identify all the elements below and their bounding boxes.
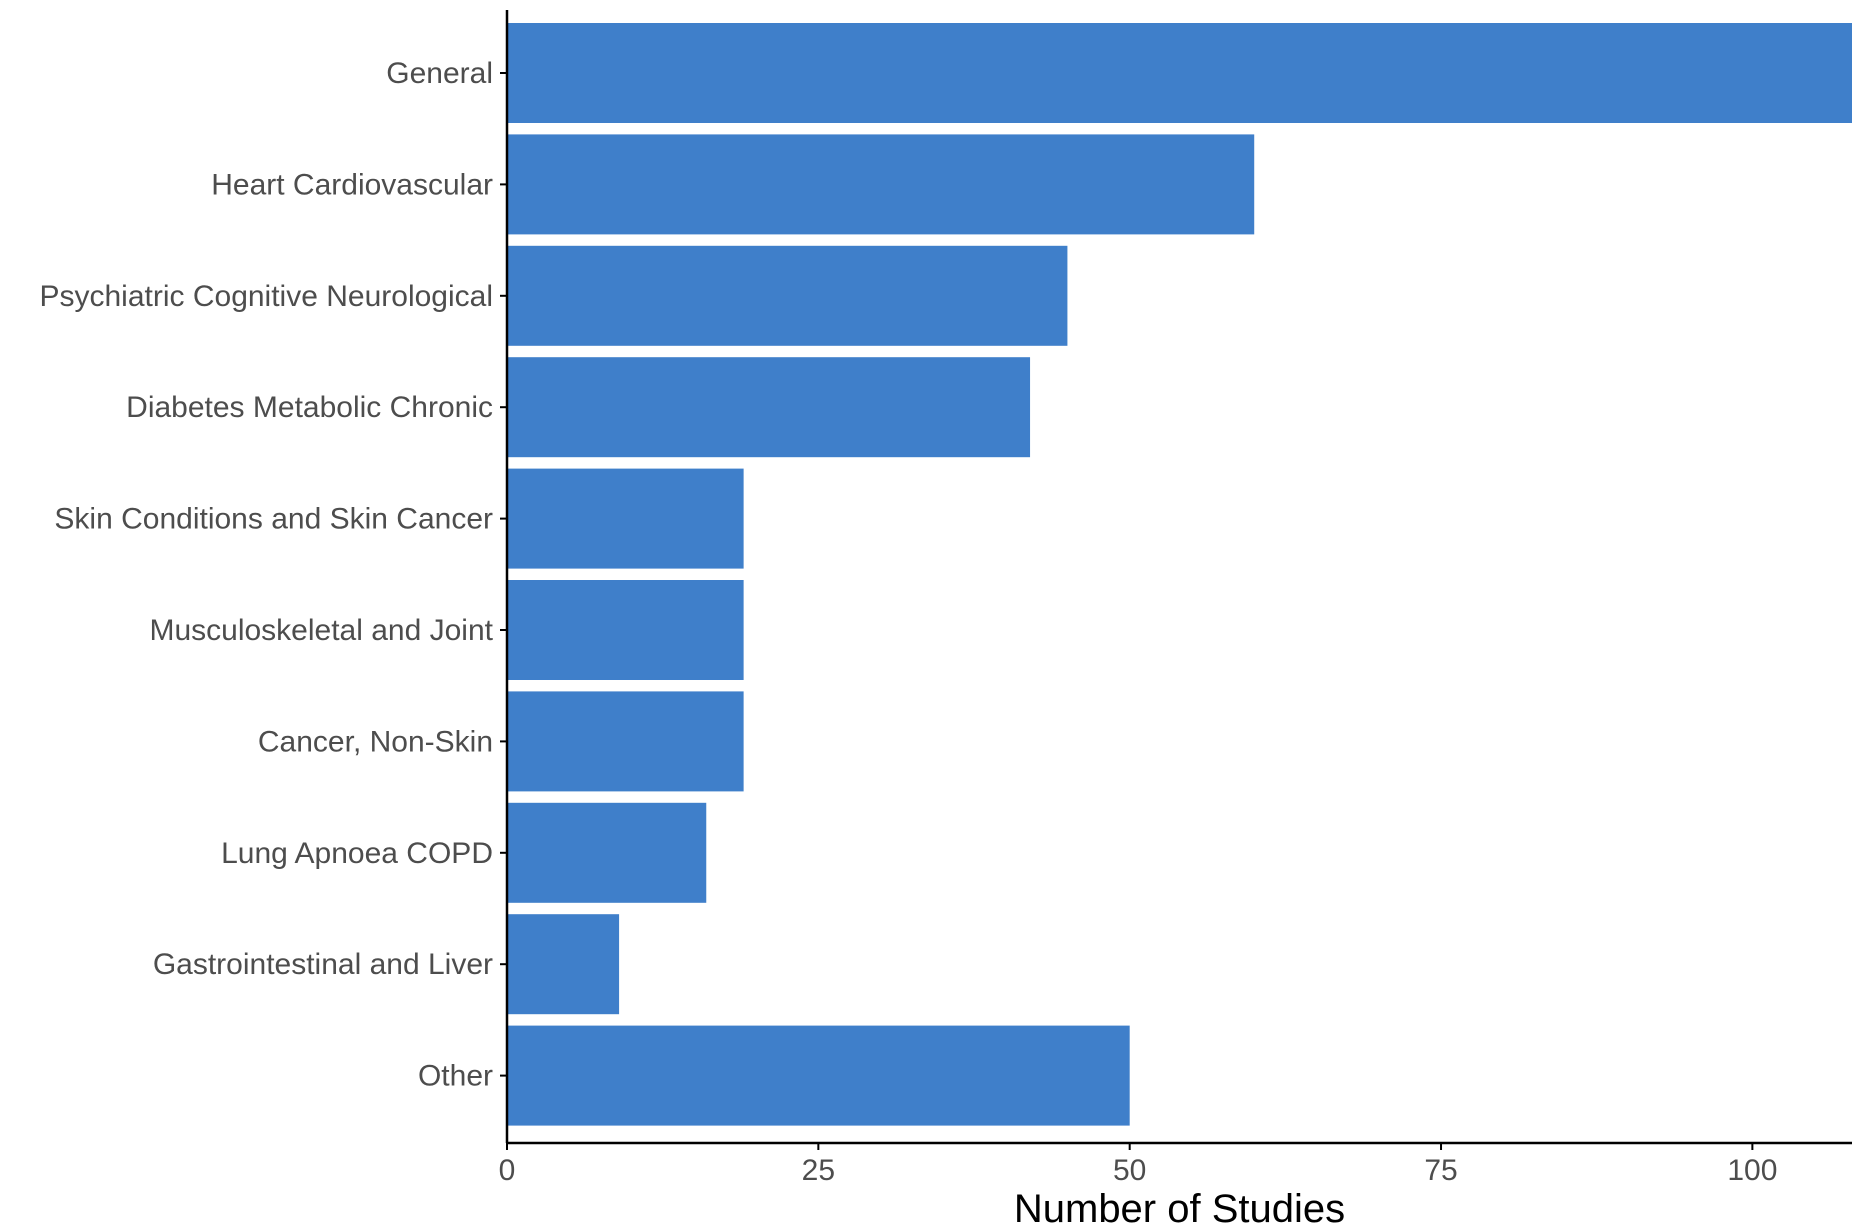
- bar-8: [507, 914, 620, 1015]
- bar-9: [507, 1025, 1130, 1126]
- y-tick-label-7: Lung Apnoea COPD: [221, 837, 493, 870]
- y-tick-label-6: Cancer, Non-Skin: [258, 725, 493, 758]
- y-tick-label-0: General: [386, 57, 493, 90]
- x-tick-label-1: 25: [802, 1154, 835, 1187]
- bar-1: [507, 134, 1255, 235]
- bar-6: [507, 691, 744, 792]
- x-tick-label-0: 0: [499, 1154, 516, 1187]
- x-axis-title: Number of Studies: [1014, 1187, 1345, 1229]
- y-tick-label-1: Heart Cardiovascular: [211, 168, 493, 201]
- bar-4: [507, 468, 744, 569]
- y-tick-label-3: Diabetes Metabolic Chronic: [126, 391, 493, 424]
- y-tick-label-8: Gastrointestinal and Liver: [153, 948, 493, 981]
- bar-7: [507, 802, 707, 903]
- bar-3: [507, 357, 1031, 458]
- bar-0: [507, 23, 1852, 123]
- x-tick-label-2: 50: [1113, 1154, 1146, 1187]
- y-tick-label-5: Musculoskeletal and Joint: [149, 614, 493, 647]
- y-tick-label-4: Skin Conditions and Skin Cancer: [54, 503, 493, 536]
- x-axis: 0 25 50 75 100: [499, 1141, 1852, 1187]
- x-tick-label-4: 100: [1727, 1154, 1777, 1187]
- y-tick-label-9: Other: [418, 1060, 493, 1093]
- x-tick-label-3: 75: [1424, 1154, 1457, 1187]
- bar-2: [507, 245, 1068, 346]
- bars-layer: [507, 23, 1852, 1126]
- y-tick-label-2: Psychiatric Cognitive Neurological: [39, 280, 493, 313]
- y-axis: General Heart Cardiovascular Psychiatric C…: [39, 10, 509, 1143]
- bar-5: [507, 580, 744, 680]
